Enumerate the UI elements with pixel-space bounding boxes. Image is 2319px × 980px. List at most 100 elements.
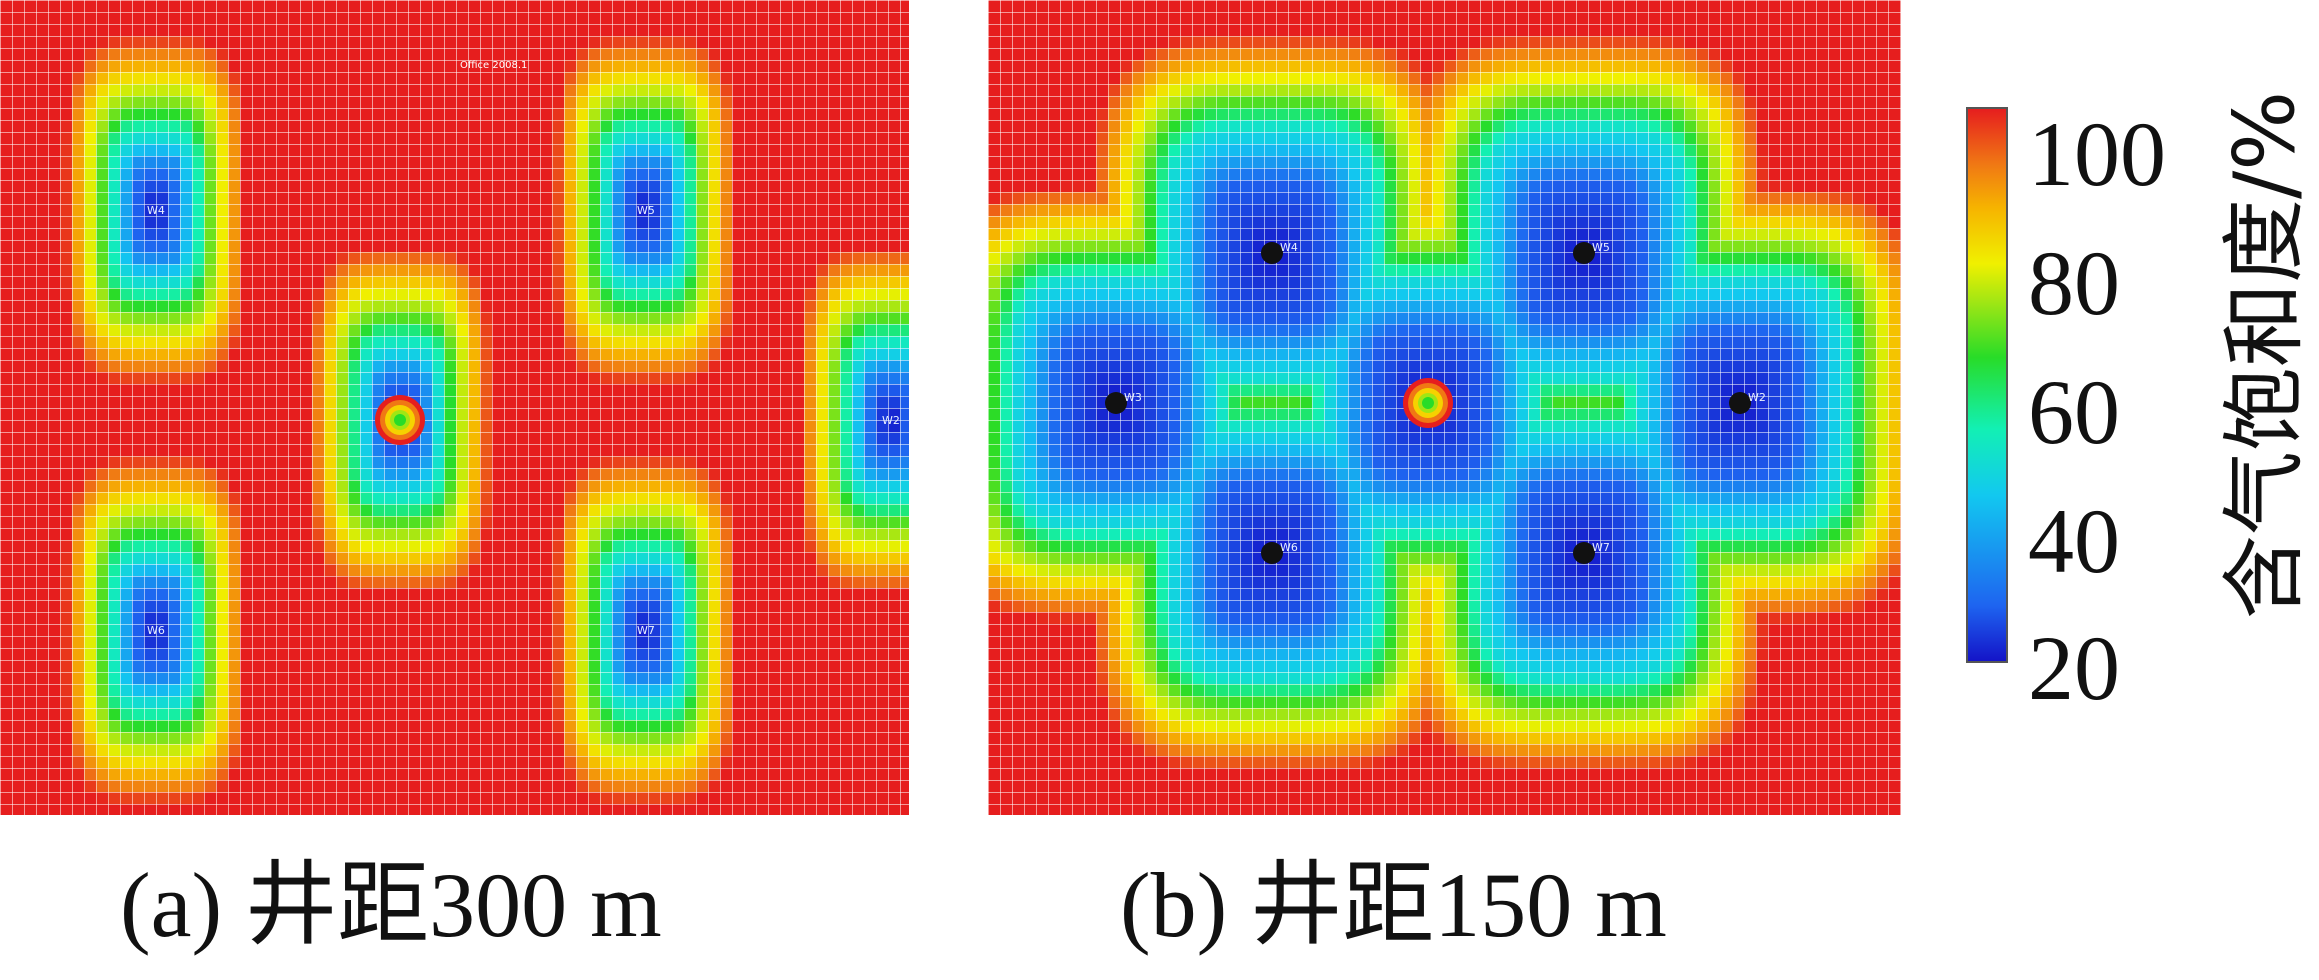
saturation-cell [1144,144,1156,156]
saturation-cell [1528,492,1540,504]
saturation-cell [1012,348,1024,360]
saturation-cell [168,180,180,192]
saturation-cell [192,168,204,180]
saturation-cell [444,264,456,276]
saturation-cell [1564,60,1576,72]
saturation-cell [1672,240,1684,252]
saturation-cell [1036,240,1048,252]
saturation-cell [600,324,612,336]
saturation-cell [1816,444,1828,456]
saturation-cell [1084,180,1096,192]
saturation-cell [1696,96,1708,108]
saturation-cell [1552,84,1564,96]
saturation-cell [1168,408,1180,420]
saturation-cell [180,96,192,108]
saturation-cell [900,252,909,264]
saturation-cell [192,312,204,324]
saturation-cell [636,96,648,108]
saturation-cell [612,192,624,204]
saturation-cell [1708,180,1720,192]
saturation-cell [624,204,636,216]
saturation-cell [864,408,876,420]
saturation-cell [1744,420,1756,432]
saturation-cell [1648,480,1660,492]
saturation-cell [144,492,156,504]
saturation-cell [636,552,648,564]
saturation-cell [1300,132,1312,144]
saturation-cell [1468,420,1480,432]
saturation-cell [1792,300,1804,312]
saturation-cell [1756,492,1768,504]
saturation-cell [120,504,132,516]
saturation-cell [636,696,648,708]
saturation-cell [1756,276,1768,288]
saturation-cell [228,588,240,600]
saturation-cell [720,132,732,144]
saturation-cell [1408,276,1420,288]
saturation-cell [336,492,348,504]
saturation-cell [1300,108,1312,120]
saturation-cell [1660,132,1672,144]
saturation-cell [324,276,336,288]
saturation-cell [1228,504,1240,516]
saturation-cell [324,504,336,516]
saturation-cell [1816,252,1828,264]
saturation-cell [1084,444,1096,456]
saturation-cell [180,780,192,792]
saturation-cell [1768,276,1780,288]
saturation-cell [708,288,720,300]
saturation-cell [1168,384,1180,396]
saturation-cell [360,420,372,432]
saturation-cell [1492,456,1504,468]
saturation-cell [888,276,900,288]
saturation-cell [852,348,864,360]
saturation-cell [480,336,492,348]
saturation-cell [1192,36,1204,48]
saturation-cell [576,276,588,288]
saturation-cell [72,756,84,768]
saturation-cell [1720,72,1732,84]
saturation-cell [1768,408,1780,420]
saturation-cell [1816,336,1828,348]
saturation-cell [1312,444,1324,456]
saturation-cell [1828,240,1840,252]
saturation-cell [1648,96,1660,108]
saturation-cell [1360,252,1372,264]
saturation-cell [1120,84,1132,96]
saturation-cell [1600,252,1612,264]
saturation-cell [1888,288,1900,300]
saturation-cell [1828,300,1840,312]
saturation-cell [1204,276,1216,288]
saturation-cell [432,552,444,564]
saturation-cell [564,708,576,720]
saturation-cell [1588,360,1600,372]
saturation-cell [1096,108,1108,120]
saturation-cell [1864,456,1876,468]
saturation-cell [636,660,648,672]
saturation-cell [1168,372,1180,384]
saturation-cell [684,588,696,600]
saturation-cell [132,336,144,348]
saturation-cell [1576,468,1588,480]
saturation-cell [612,732,624,744]
saturation-cell [1084,492,1096,504]
saturation-cell [588,588,600,600]
saturation-cell [1864,432,1876,444]
saturation-cell [84,228,96,240]
saturation-cell [192,744,204,756]
saturation-cell [1636,324,1648,336]
saturation-cell [1132,156,1144,168]
saturation-cell [1072,252,1084,264]
saturation-cell [660,492,672,504]
saturation-cell [1864,300,1876,312]
saturation-cell [1492,252,1504,264]
saturation-cell [624,360,636,372]
saturation-cell [204,468,216,480]
saturation-cell [576,72,588,84]
saturation-cell [1360,396,1372,408]
saturation-cell [1528,84,1540,96]
saturation-cell [720,96,732,108]
saturation-cell [192,84,204,96]
saturation-cell [1480,204,1492,216]
saturation-cell [552,672,564,684]
